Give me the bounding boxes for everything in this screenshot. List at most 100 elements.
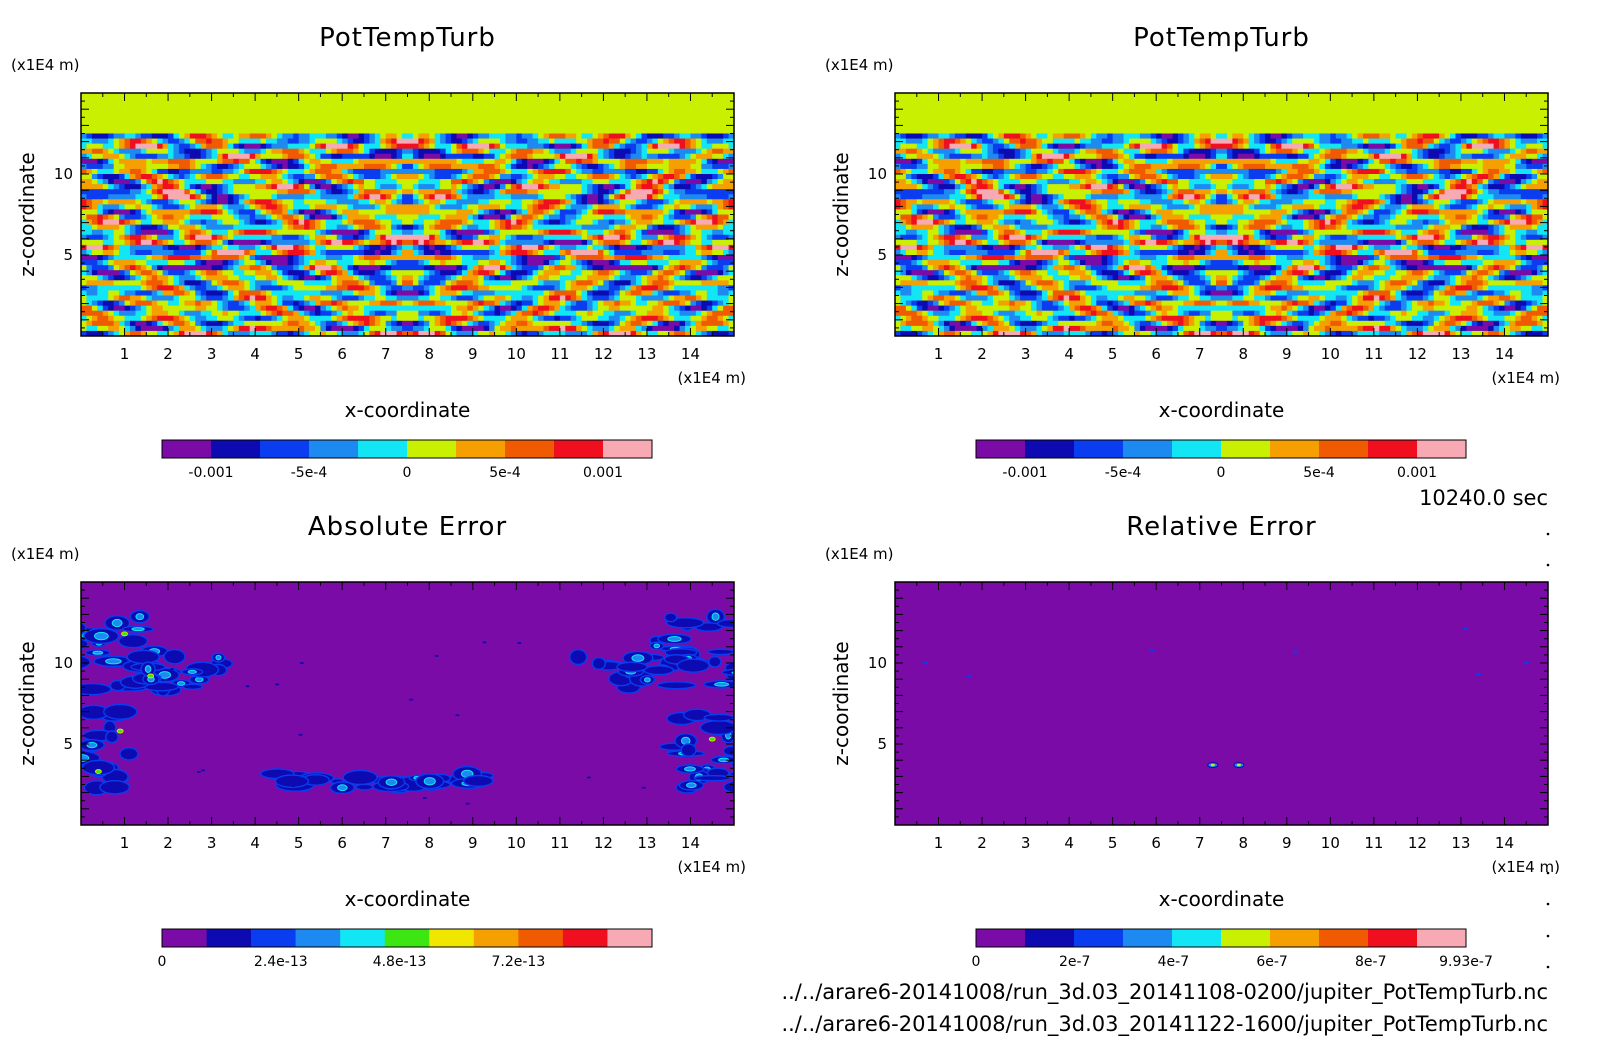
heatmap-cell xyxy=(266,153,272,160)
heatmap-cell xyxy=(695,138,702,145)
heatmap-cell xyxy=(385,249,392,256)
heatmap-cell xyxy=(723,158,729,165)
heatmap-cell xyxy=(625,285,632,291)
heatmap-cell xyxy=(412,224,419,231)
heatmap-cell xyxy=(581,214,588,220)
heatmap-cell xyxy=(276,123,283,129)
heatmap-cell xyxy=(385,270,392,276)
heatmap-cell xyxy=(200,280,207,286)
heatmap-cell xyxy=(173,194,180,200)
heatmap-cell xyxy=(358,128,365,134)
heatmap-cell xyxy=(157,158,164,165)
heatmap-cell xyxy=(701,158,708,165)
heatmap-cell xyxy=(570,255,577,261)
heatmap-cell xyxy=(429,244,436,251)
heatmap-cell xyxy=(685,163,691,170)
heatmap-cell xyxy=(282,204,289,210)
heatmap-cell xyxy=(646,265,653,271)
heatmap-cell xyxy=(217,168,223,175)
heatmap-cell xyxy=(608,249,615,256)
heatmap-cell xyxy=(456,123,463,129)
heatmap-cell xyxy=(532,113,539,119)
heatmap-cell xyxy=(162,214,169,220)
heatmap-cell xyxy=(532,280,539,286)
heatmap-cell xyxy=(608,265,615,271)
heatmap-cell xyxy=(298,204,305,210)
heatmap-cell xyxy=(478,239,485,246)
heatmap-cell xyxy=(146,244,153,251)
heatmap-cell xyxy=(282,270,289,276)
heatmap-cell xyxy=(195,280,202,286)
heatmap-cell xyxy=(374,239,381,246)
heatmap-cell xyxy=(418,103,425,109)
heatmap-cell xyxy=(195,148,202,155)
heatmap-cell xyxy=(657,168,664,175)
heatmap-cell xyxy=(91,229,98,236)
heatmap-cell xyxy=(97,184,104,190)
heatmap-cell xyxy=(293,168,300,175)
heatmap-cell xyxy=(489,179,495,185)
heatmap-cell xyxy=(325,128,332,134)
heatmap-cell xyxy=(663,224,670,231)
heatmap-cell xyxy=(532,103,539,109)
heatmap-cell xyxy=(108,275,115,281)
heatmap-cell xyxy=(434,244,441,251)
heatmap-cell xyxy=(597,239,604,246)
heatmap-cell xyxy=(587,108,593,114)
heatmap-cell xyxy=(608,244,615,251)
heatmap-cell xyxy=(113,249,120,256)
heatmap-cell xyxy=(325,244,332,251)
heatmap-cell xyxy=(320,209,327,215)
heatmap-cell xyxy=(396,108,403,114)
heatmap-cell xyxy=(282,194,289,200)
heatmap-cell xyxy=(325,209,332,215)
heatmap-cell xyxy=(483,184,490,190)
heatmap-cell xyxy=(124,189,131,195)
heatmap-cell xyxy=(679,255,686,261)
heatmap-cell xyxy=(358,204,365,210)
heatmap-cell xyxy=(325,194,332,200)
heatmap-cell xyxy=(140,249,147,256)
heatmap-cell xyxy=(701,199,708,205)
heatmap-cell xyxy=(510,189,517,195)
heatmap-cell xyxy=(369,123,376,129)
heatmap-cell xyxy=(674,179,680,185)
heatmap-cell xyxy=(282,174,289,180)
heatmap-cell xyxy=(260,93,267,99)
heatmap-cell xyxy=(723,113,729,119)
heatmap-cell xyxy=(543,138,550,145)
heatmap-cell xyxy=(407,275,414,281)
heatmap-cell xyxy=(565,153,572,160)
heatmap-cell xyxy=(146,98,153,104)
heatmap-cell xyxy=(244,265,251,271)
heatmap-cell xyxy=(565,103,572,109)
heatmap-cell xyxy=(478,260,485,266)
heatmap-cell xyxy=(418,244,425,251)
heatmap-cell xyxy=(712,174,719,180)
heatmap-cell xyxy=(135,153,142,160)
heatmap-cell xyxy=(124,128,131,134)
heatmap-cell xyxy=(369,199,376,205)
heatmap-cell xyxy=(298,280,305,286)
heatmap-cell xyxy=(418,224,425,231)
heatmap-cell xyxy=(293,265,300,271)
heatmap-cell xyxy=(695,168,702,175)
heatmap-cell xyxy=(227,174,234,180)
heatmap-cell xyxy=(238,118,245,124)
heatmap-cell xyxy=(717,153,724,160)
heatmap-cell xyxy=(353,98,359,104)
heatmap-cell xyxy=(548,234,555,241)
heatmap-cell xyxy=(636,103,642,109)
heatmap-cell xyxy=(505,265,512,271)
heatmap-cell xyxy=(440,108,446,114)
heatmap-cell xyxy=(287,204,294,210)
heatmap-cell xyxy=(679,168,686,175)
heatmap-cell xyxy=(135,280,142,286)
heatmap-cell xyxy=(217,174,223,180)
heatmap-cell xyxy=(412,270,419,276)
heatmap-cell xyxy=(478,255,485,261)
heatmap-cell xyxy=(570,204,577,210)
heatmap-cell xyxy=(614,184,621,190)
heatmap-cell xyxy=(217,295,223,301)
heatmap-cell xyxy=(434,204,441,210)
